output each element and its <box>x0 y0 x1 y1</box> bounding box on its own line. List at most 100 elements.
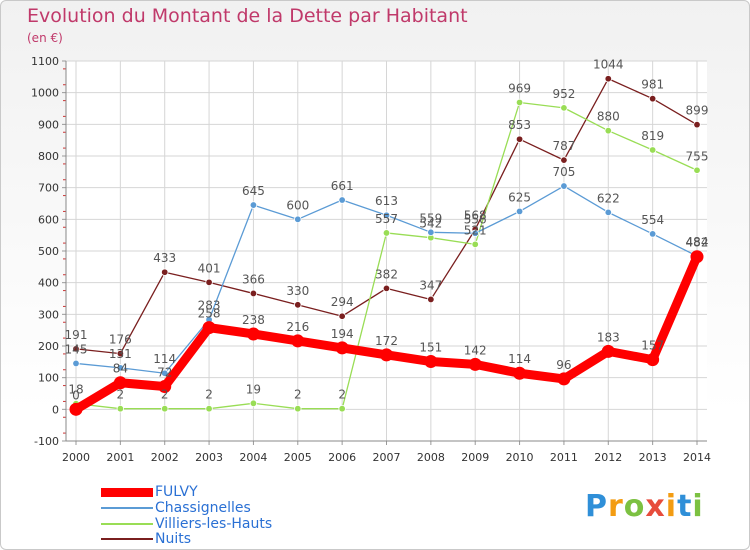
y-tick-label: 500 <box>38 245 59 258</box>
data-point-villiers-les-hauts <box>648 146 657 154</box>
data-label-nuits: 433 <box>153 251 176 265</box>
x-tick-label: 2010 <box>506 451 534 464</box>
data-point-nuits <box>515 135 524 143</box>
data-point-nuits <box>338 312 346 320</box>
data-label-nuits: 191 <box>65 328 88 342</box>
data-label-fulvy: 151 <box>419 341 442 355</box>
data-label-fulvy: 238 <box>242 313 265 327</box>
legend-label-villiers-les-hauts: Villiers-les-Hauts <box>155 516 273 532</box>
legend-swatch-chassignelles <box>101 507 153 509</box>
y-tick-label: 100 <box>38 372 59 385</box>
data-point-chassignelles <box>249 201 258 209</box>
data-point-fulvy <box>335 341 349 355</box>
data-label-chassignelles: 600 <box>286 198 309 212</box>
y-tick-label: 0 <box>52 403 59 416</box>
y-tick-label: 900 <box>38 118 59 131</box>
data-label-fulvy: 0 <box>72 388 80 402</box>
data-point-nuits <box>205 278 213 287</box>
data-point-fulvy <box>690 250 704 264</box>
data-point-chassignelles <box>116 364 125 372</box>
data-point-villiers-les-hauts <box>294 405 302 413</box>
data-point-chassignelles <box>471 229 479 237</box>
data-point-fulvy <box>202 321 216 335</box>
data-point-villiers-les-hauts <box>205 405 213 413</box>
data-point-villiers-les-hauts <box>693 166 701 174</box>
data-point-fulvy <box>113 376 127 390</box>
x-tick-label: 2000 <box>62 451 90 464</box>
data-point-chassignelles <box>161 369 169 377</box>
y-tick-label: -100 <box>34 435 59 448</box>
y-tick-label: 800 <box>38 150 59 163</box>
data-point-fulvy <box>424 355 438 369</box>
data-point-chassignelles <box>427 228 435 237</box>
logo-letter: o <box>623 489 646 524</box>
data-label-chassignelles: 131 <box>109 347 132 361</box>
legend-label-fulvy: FULVY <box>155 484 198 500</box>
data-label-fulvy: 258 <box>198 307 221 321</box>
data-point-nuits <box>693 120 701 129</box>
data-label-fulvy: 482 <box>686 236 709 250</box>
data-point-chassignelles <box>560 182 568 190</box>
data-label-nuits: 294 <box>331 295 354 309</box>
legend-swatch-fulvy <box>101 487 153 497</box>
data-label-villiers-les-hauts: 755 <box>686 149 709 163</box>
data-label-fulvy: 216 <box>286 320 309 334</box>
data-point-nuits <box>648 94 657 103</box>
legend-swatch-villiers-les-hauts <box>101 523 153 525</box>
data-label-villiers-les-hauts: 2 <box>161 388 169 402</box>
y-tick-label: 1000 <box>31 87 59 100</box>
data-label-villiers-les-hauts: 2 <box>117 388 125 402</box>
data-label-villiers-les-hauts: 542 <box>419 217 442 231</box>
x-tick-label: 2005 <box>284 451 312 464</box>
data-label-fulvy: 96 <box>556 358 571 372</box>
data-label-nuits: 568 <box>464 208 487 222</box>
data-label-villiers-les-hauts: 19 <box>246 382 261 396</box>
data-label-nuits: 401 <box>198 261 221 275</box>
data-label-villiers-les-hauts: 969 <box>508 81 531 95</box>
data-label-fulvy: 172 <box>375 334 398 348</box>
y-tick-label: 700 <box>38 182 59 195</box>
data-label-chassignelles: 145 <box>65 342 88 356</box>
y-tick-label: 600 <box>38 213 59 226</box>
chart-unit-label: (en €) <box>27 31 63 45</box>
data-point-nuits <box>116 349 125 358</box>
y-tick-label: 200 <box>38 340 59 353</box>
chart-title: Evolution du Montant de la Dette par Hab… <box>27 5 468 27</box>
data-point-nuits <box>72 345 80 353</box>
data-point-fulvy <box>468 357 482 371</box>
data-label-chassignelles: 625 <box>508 190 531 204</box>
data-label-nuits: 347 <box>419 278 442 292</box>
data-label-nuits: 1044 <box>593 58 624 72</box>
x-tick-label: 2009 <box>461 451 489 464</box>
x-tick-label: 2007 <box>373 451 401 464</box>
logo-letter: t <box>677 489 693 524</box>
legend-label-chassignelles: Chassignelles <box>155 500 251 516</box>
data-label-nuits: 981 <box>641 78 664 92</box>
data-point-villiers-les-hauts <box>604 126 612 135</box>
x-tick-label: 2012 <box>594 451 622 464</box>
data-point-fulvy <box>158 380 172 394</box>
data-label-nuits: 176 <box>109 333 132 347</box>
data-label-chassignelles: 622 <box>597 191 620 205</box>
x-tick-label: 2008 <box>417 451 445 464</box>
data-label-villiers-les-hauts: 2 <box>294 388 302 402</box>
data-point-fulvy <box>601 344 615 358</box>
x-tick-label: 2014 <box>683 451 711 464</box>
data-point-villiers-les-hauts <box>560 104 568 112</box>
data-label-fulvy: 157 <box>641 339 664 353</box>
data-point-chassignelles <box>72 359 80 368</box>
data-label-chassignelles: 661 <box>331 179 354 193</box>
logo-letter: i <box>692 489 704 524</box>
data-label-chassignelles: 559 <box>419 211 442 225</box>
data-label-fulvy: 194 <box>331 327 354 341</box>
data-point-villiers-les-hauts <box>161 405 169 413</box>
data-label-chassignelles: 613 <box>375 194 398 208</box>
data-label-villiers-les-hauts: 2 <box>205 388 213 402</box>
data-label-nuits: 787 <box>552 139 575 153</box>
data-point-fulvy <box>246 327 260 341</box>
x-tick-label: 2011 <box>550 451 578 464</box>
data-label-villiers-les-hauts: 952 <box>552 87 575 101</box>
data-point-villiers-les-hauts <box>338 405 346 413</box>
data-label-chassignelles: 705 <box>552 165 575 179</box>
